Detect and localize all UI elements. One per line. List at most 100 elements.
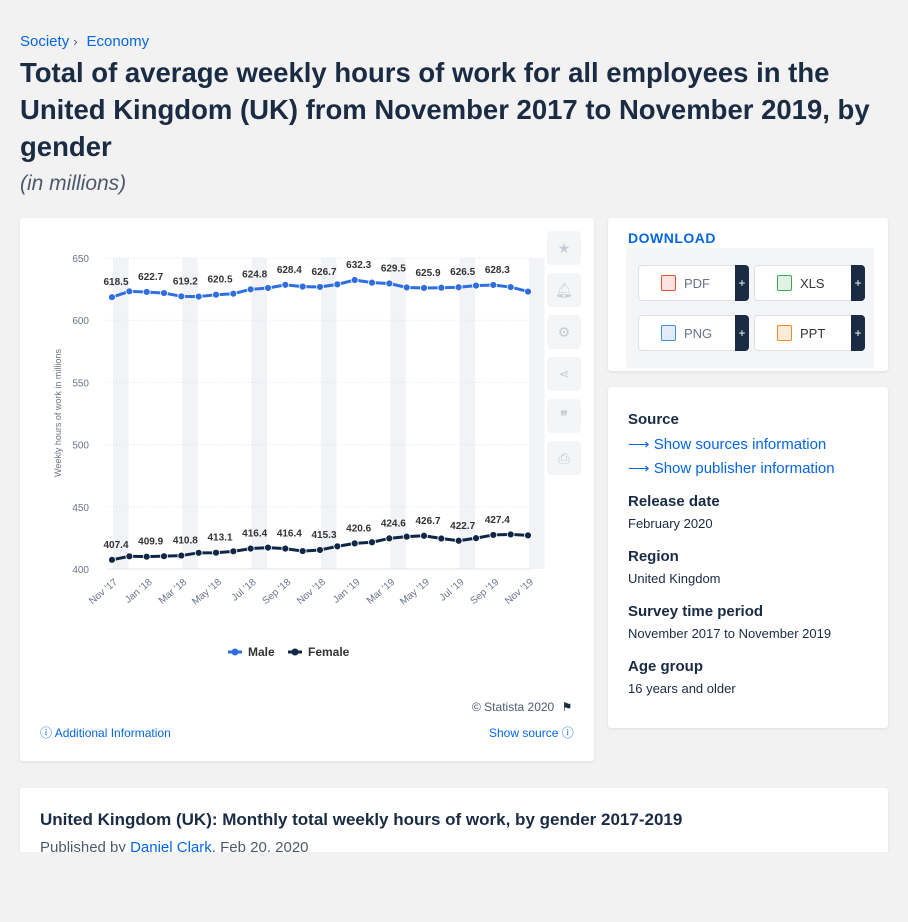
- data-point-female[interactable]: [177, 551, 186, 560]
- statista-copyright[interactable]: © Statista 2020 ⚑: [472, 700, 572, 714]
- data-point-female[interactable]: [142, 552, 151, 561]
- data-point-female[interactable]: [524, 531, 532, 540]
- survey-period-value: November 2017 to November 2019: [628, 626, 832, 641]
- data-point-male[interactable]: [454, 283, 463, 292]
- data-point-female[interactable]: [316, 546, 324, 554]
- png-file-icon: [661, 325, 676, 341]
- show-publisher-link[interactable]: ⟶ Show publisher information: [628, 459, 835, 477]
- data-point-male[interactable]: [281, 280, 290, 289]
- data-point-male[interactable]: [350, 276, 359, 284]
- ppt-label: PPT: [800, 325, 826, 341]
- data-point-female[interactable]: [298, 547, 307, 555]
- data-point-male[interactable]: [264, 284, 272, 292]
- favorite-button[interactable]: ★: [547, 231, 581, 265]
- page-subtitle: (in millions): [20, 172, 127, 195]
- data-label-female: 407.4: [103, 540, 128, 551]
- download-png-button[interactable]: PNG +: [638, 315, 749, 351]
- data-point-female[interactable]: [506, 530, 515, 539]
- author-link[interactable]: Daniel Clark: [130, 839, 212, 856]
- download-ppt-button[interactable]: PPT +: [754, 315, 865, 351]
- data-point-female[interactable]: [281, 544, 290, 553]
- data-point-male[interactable]: [489, 281, 498, 289]
- data-point-male[interactable]: [472, 281, 480, 290]
- show-sources-link[interactable]: ⟶ Show sources information: [628, 435, 826, 453]
- data-point-male[interactable]: [385, 279, 394, 288]
- data-point-male[interactable]: [160, 289, 168, 297]
- download-card: DOWNLOAD PDF + XLS + PNG + PPT +: [608, 218, 888, 371]
- download-xls-button[interactable]: XLS +: [754, 265, 865, 301]
- data-label-male: 628.3: [485, 265, 510, 276]
- pdf-plus-icon[interactable]: +: [735, 265, 749, 301]
- published-date: , Feb 20, 2020: [211, 839, 309, 856]
- data-point-female[interactable]: [350, 539, 359, 548]
- release-date-label: Release date: [628, 493, 720, 510]
- xls-plus-icon[interactable]: +: [851, 265, 865, 301]
- ppt-plus-icon[interactable]: +: [851, 315, 865, 351]
- data-point-female[interactable]: [212, 548, 220, 557]
- share-button[interactable]: ⋖: [547, 357, 581, 391]
- data-point-female[interactable]: [402, 532, 411, 541]
- data-point-female[interactable]: [264, 543, 272, 552]
- data-point-female[interactable]: [437, 534, 446, 543]
- data-point-male[interactable]: [333, 280, 342, 289]
- png-plus-icon[interactable]: +: [735, 315, 749, 351]
- data-point-male[interactable]: [368, 278, 376, 287]
- data-point-male[interactable]: [524, 287, 532, 296]
- xls-label: XLS: [800, 275, 825, 291]
- data-point-female[interactable]: [246, 544, 255, 553]
- breadcrumb-society[interactable]: Society: [20, 33, 70, 50]
- data-point-male[interactable]: [125, 287, 134, 296]
- cite-button[interactable]: ❞: [547, 399, 581, 433]
- download-options: PDF + XLS + PNG + PPT +: [626, 248, 874, 368]
- data-point-male[interactable]: [229, 289, 238, 298]
- data-point-female[interactable]: [229, 547, 238, 556]
- x-tick-label: Nov '17: [87, 577, 120, 607]
- quote-icon: ❞: [560, 407, 568, 424]
- data-point-female[interactable]: [489, 531, 498, 539]
- download-pdf-button[interactable]: PDF +: [638, 265, 749, 301]
- data-point-female[interactable]: [333, 542, 342, 551]
- column-band: [528, 258, 545, 569]
- notification-button[interactable]: 🔔︎: [547, 273, 581, 307]
- legend-male[interactable]: Male: [228, 645, 275, 659]
- data-point-male[interactable]: [194, 292, 203, 301]
- data-label-female: 424.6: [381, 518, 406, 529]
- settings-button[interactable]: ⚙: [547, 315, 581, 349]
- data-point-female[interactable]: [160, 552, 168, 561]
- data-point-male[interactable]: [420, 284, 428, 292]
- data-label-male: 626.7: [311, 267, 336, 278]
- data-point-male[interactable]: [142, 288, 151, 296]
- data-point-male[interactable]: [402, 283, 411, 292]
- data-point-male[interactable]: [506, 283, 515, 292]
- data-point-female[interactable]: [125, 552, 134, 561]
- published-prefix: Published by: [40, 839, 126, 856]
- data-point-male[interactable]: [246, 285, 255, 294]
- description-heading: United Kingdom (UK): Monthly total weekl…: [40, 810, 683, 829]
- show-source-label: Show source: [489, 726, 559, 740]
- y-tick-label: 400: [72, 565, 89, 576]
- additional-info-link[interactable]: ⓘ Additional Information: [40, 724, 171, 741]
- breadcrumb-economy[interactable]: Economy: [86, 33, 150, 50]
- data-point-female[interactable]: [194, 548, 203, 557]
- data-label-female: 410.8: [173, 536, 198, 547]
- data-point-female[interactable]: [385, 534, 394, 543]
- legend-female[interactable]: Female: [288, 645, 350, 659]
- data-point-male[interactable]: [298, 282, 307, 291]
- data-point-male[interactable]: [437, 283, 446, 292]
- data-point-female[interactable]: [368, 538, 376, 547]
- data-label-female: 427.4: [485, 515, 510, 526]
- column-band: [459, 258, 476, 569]
- data-point-female[interactable]: [420, 531, 428, 540]
- data-point-male[interactable]: [316, 283, 324, 291]
- print-button[interactable]: ⎙: [547, 441, 581, 475]
- legend: Male Female: [228, 645, 350, 659]
- flag-icon[interactable]: ⚑: [561, 700, 573, 714]
- column-band: [112, 258, 129, 569]
- data-point-male[interactable]: [177, 292, 186, 301]
- data-point-female[interactable]: [472, 534, 480, 543]
- data-point-male[interactable]: [212, 290, 220, 299]
- data-point-male[interactable]: [108, 293, 116, 302]
- show-source-link[interactable]: Show source ⓘ: [489, 724, 574, 741]
- data-point-female[interactable]: [108, 555, 116, 564]
- data-point-female[interactable]: [454, 536, 463, 545]
